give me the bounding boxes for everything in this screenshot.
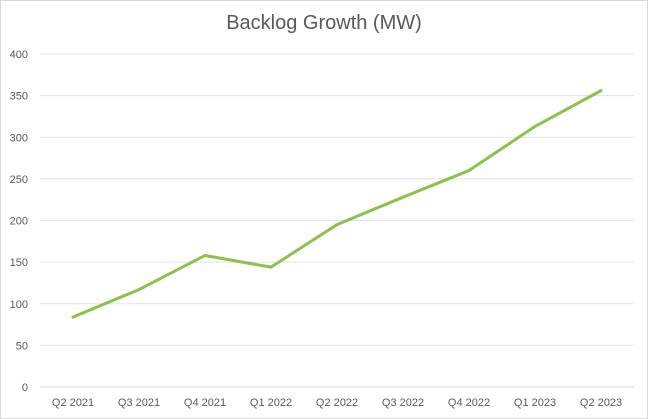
- data-point: [533, 124, 537, 128]
- x-tick-label: Q4 2021: [184, 397, 226, 409]
- y-tick-label: 250: [10, 174, 28, 186]
- data-point: [137, 288, 141, 292]
- y-tick-label: 400: [10, 49, 28, 61]
- x-tick-label: Q1 2023: [514, 397, 556, 409]
- y-tick-label: 200: [10, 216, 28, 228]
- y-tick-label: 300: [10, 132, 28, 144]
- chart-title: Backlog Growth (MW): [226, 12, 422, 34]
- data-point: [467, 169, 471, 173]
- y-tick-label: 50: [16, 340, 28, 352]
- x-tick-label: Q4 2022: [448, 397, 490, 409]
- data-point: [203, 253, 207, 257]
- data-point: [401, 195, 405, 199]
- x-tick-label: Q2 2023: [580, 397, 622, 409]
- x-tick-label: Q3 2021: [118, 397, 160, 409]
- x-tick-label: Q1 2022: [250, 397, 292, 409]
- data-point: [71, 315, 75, 319]
- y-tick-label: 100: [10, 299, 28, 311]
- y-tick-label: 150: [10, 257, 28, 269]
- x-tick-label: Q2 2022: [316, 397, 358, 409]
- x-tick-label: Q2 2021: [52, 397, 94, 409]
- y-tick-label: 0: [22, 382, 28, 394]
- data-point: [269, 265, 273, 269]
- data-point: [335, 223, 339, 227]
- data-point: [599, 89, 603, 93]
- series-line: [71, 89, 603, 319]
- x-tick-label: Q3 2022: [382, 397, 424, 409]
- y-tick-label: 350: [10, 91, 28, 103]
